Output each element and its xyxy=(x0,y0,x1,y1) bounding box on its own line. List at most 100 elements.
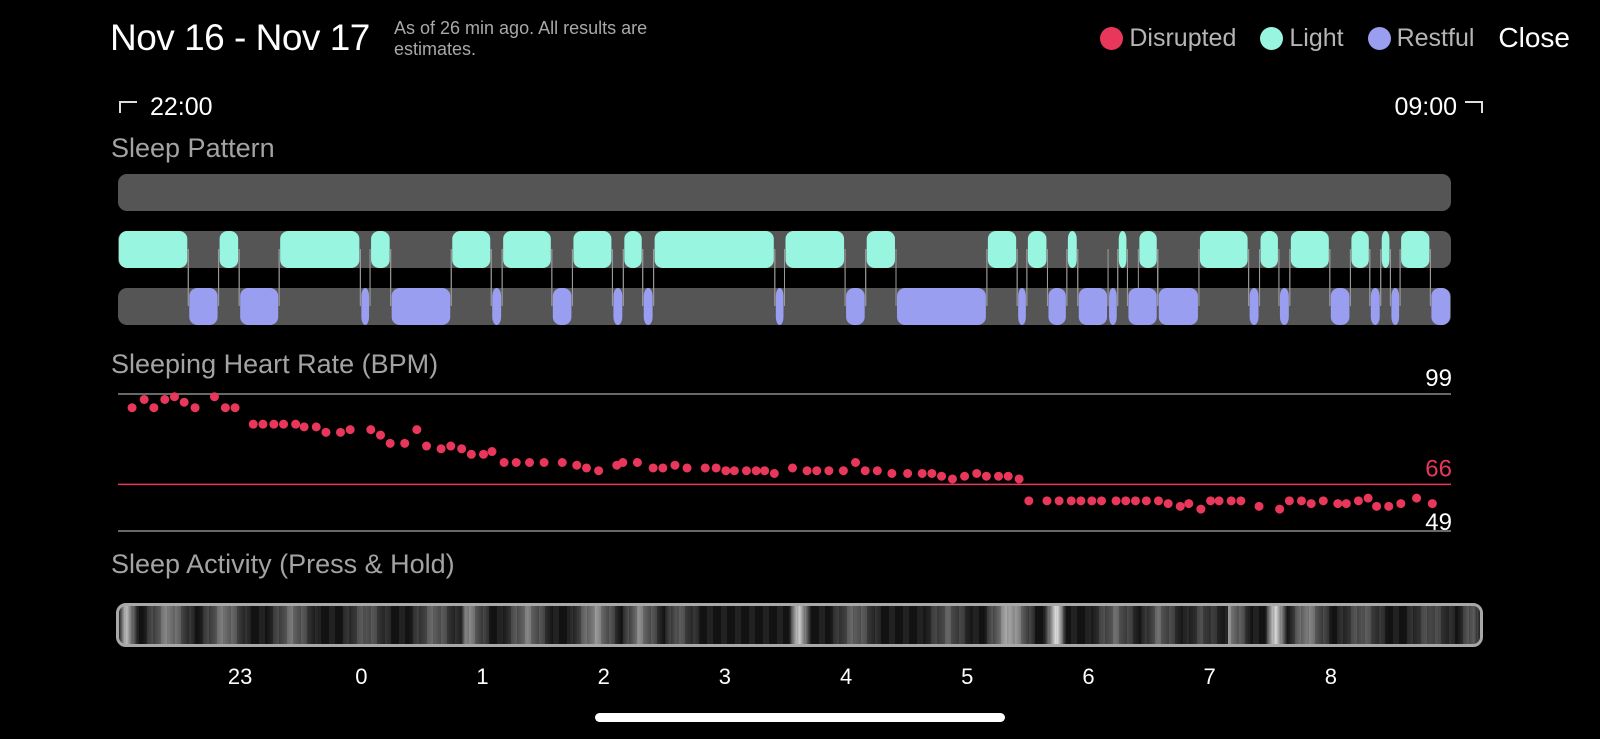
hr-point xyxy=(1014,474,1024,484)
hr-point xyxy=(851,458,861,467)
hr-point xyxy=(1196,504,1206,514)
hr-point xyxy=(422,441,432,451)
hr-point xyxy=(1254,501,1264,511)
light-segment xyxy=(1139,231,1157,268)
restful-segment xyxy=(846,288,865,325)
hr-point xyxy=(788,463,797,473)
hr-point xyxy=(1318,496,1328,506)
hr-point xyxy=(903,468,913,478)
hr-point xyxy=(1076,496,1086,506)
hr-point xyxy=(511,458,521,467)
hr-point xyxy=(366,425,376,435)
hr-point xyxy=(139,394,149,404)
light-segment xyxy=(119,231,188,268)
hr-point xyxy=(457,444,467,454)
legend-label: Disrupted xyxy=(1129,23,1237,52)
restful-segment xyxy=(1431,288,1450,325)
hr-point xyxy=(1384,501,1394,511)
hour-tick-label: 5 xyxy=(961,664,974,689)
hr-tick-label: 99 xyxy=(1425,365,1452,392)
hour-tick-label: 23 xyxy=(227,664,253,689)
hr-point xyxy=(670,460,680,470)
hr-point xyxy=(220,403,230,413)
hr-point xyxy=(648,463,658,473)
time-end: 09:00 xyxy=(1394,93,1457,121)
hr-point xyxy=(1353,496,1363,506)
hour-tick-label: 1 xyxy=(476,664,489,689)
hr-point xyxy=(190,403,200,413)
light-segment xyxy=(371,231,390,268)
legend-item-restful: Restful xyxy=(1367,23,1475,53)
activity-texture xyxy=(119,606,1480,644)
hr-tick-label: 66 xyxy=(1425,455,1452,482)
hr-point xyxy=(1363,493,1373,503)
disrupted-dot-icon xyxy=(1100,26,1124,50)
hour-tick-label: 6 xyxy=(1082,664,1095,689)
hr-point xyxy=(1412,493,1422,503)
hr-point xyxy=(1236,496,1246,506)
hr-point xyxy=(1042,496,1052,506)
hr-point xyxy=(981,471,991,481)
hr-point xyxy=(1121,496,1131,506)
restful-segment xyxy=(1018,288,1026,325)
restful-segment xyxy=(1330,288,1350,325)
hr-point xyxy=(160,394,170,404)
hr-point xyxy=(1284,496,1294,506)
light-segment xyxy=(452,231,491,268)
restful-dot-icon xyxy=(1367,26,1391,50)
light-segment xyxy=(1381,231,1390,268)
hour-tick-label: 7 xyxy=(1203,664,1216,689)
hr-point xyxy=(751,466,761,476)
hr-point xyxy=(279,419,289,429)
hr-point xyxy=(682,463,692,473)
restful-segment xyxy=(240,288,279,325)
home-indicator[interactable] xyxy=(595,713,1005,722)
hr-point xyxy=(557,458,567,467)
legend-label: Restful xyxy=(1396,23,1475,52)
restful-segment xyxy=(552,288,572,325)
restful-segment xyxy=(1078,288,1108,325)
hr-point xyxy=(248,419,258,429)
restful-segment xyxy=(1249,288,1259,325)
sleep-activity-heatmap[interactable] xyxy=(116,603,1483,647)
hr-point xyxy=(594,466,604,476)
hr-point xyxy=(937,471,947,481)
hr-point xyxy=(446,441,456,451)
hr-point xyxy=(729,466,739,476)
light-dot-icon xyxy=(1260,26,1284,50)
restful-segment xyxy=(896,288,986,325)
light-segment xyxy=(1118,231,1127,268)
restful-segment xyxy=(1109,288,1117,325)
hr-point xyxy=(291,419,301,429)
hr-point xyxy=(209,392,219,402)
range-start-bracket-icon xyxy=(119,101,137,113)
hr-point xyxy=(466,449,476,459)
light-segment xyxy=(866,231,895,268)
hr-point xyxy=(1153,496,1163,506)
hour-tick-label: 2 xyxy=(597,664,610,689)
hr-point xyxy=(412,425,422,435)
hr-point xyxy=(1396,499,1406,509)
hr-point xyxy=(1206,496,1216,506)
hr-point xyxy=(311,422,321,432)
hr-point xyxy=(1024,496,1034,506)
hr-point xyxy=(1175,501,1185,511)
hr-point xyxy=(994,471,1004,481)
hr-point xyxy=(299,422,309,432)
hr-point xyxy=(169,392,179,402)
close-button[interactable]: Close xyxy=(1498,22,1570,53)
light-segment xyxy=(624,231,642,268)
restful-segment xyxy=(1158,288,1198,325)
light-segment xyxy=(1401,231,1430,268)
hour-tick-label: 4 xyxy=(839,664,853,689)
hr-point xyxy=(258,419,268,429)
hr-point xyxy=(345,425,355,435)
hr-point xyxy=(269,419,279,429)
legend: Disrupted Light Restful Close xyxy=(1100,22,1570,54)
hr-point xyxy=(1372,501,1382,511)
hr-point xyxy=(375,430,385,440)
restful-segment xyxy=(492,288,502,325)
range-end-bracket-icon xyxy=(1465,101,1483,113)
hr-point xyxy=(1141,496,1151,506)
hr-point xyxy=(1333,499,1343,509)
